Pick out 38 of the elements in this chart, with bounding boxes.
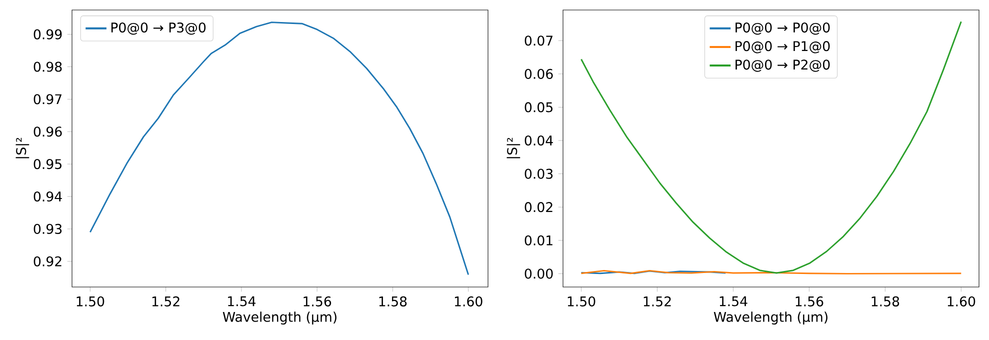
x-tick-label: 1.52 <box>152 296 180 306</box>
y-tick-label: 0.01 <box>524 235 552 246</box>
legend-label: P0@0 → P1@0 <box>736 41 830 54</box>
y-axis-title: |S|² <box>506 138 520 158</box>
legend-label: P0@0 → P0@0 <box>736 22 830 35</box>
y-tick-label: 0.00 <box>524 268 553 279</box>
x-tick-label: 1.54 <box>228 296 256 306</box>
legend-label: P0@0 → P2@0 <box>736 60 830 72</box>
y-tick-label: 0.06 <box>524 68 553 79</box>
x-tick-label: 1.58 <box>379 296 407 306</box>
y-tick-label: 0.99 <box>34 29 62 40</box>
y-axis-title: |S|² <box>16 138 30 158</box>
y-tick-label: 0.03 <box>524 168 553 179</box>
x-tick-label: 1.50 <box>568 296 596 306</box>
y-tick-label: 0.92 <box>34 256 62 266</box>
x-tick-label: 1.52 <box>644 296 671 306</box>
y-tick-label: 0.98 <box>34 62 62 72</box>
y-tick-label: 0.05 <box>524 102 552 112</box>
x-axis-title: Wavelength (µm) <box>222 312 336 325</box>
x-tick-label: 1.56 <box>304 296 332 306</box>
y-tick-label: 0.07 <box>524 36 552 46</box>
y-tick-label: 0.04 <box>524 135 553 146</box>
line-series <box>89 22 470 276</box>
y-tick-label: 0.93 <box>34 224 62 234</box>
x-tick-label: 1.60 <box>454 296 482 306</box>
legend-label: P0@0 → P3@0 <box>111 22 206 35</box>
line-series <box>580 20 962 274</box>
y-tick-label: 0.95 <box>34 159 62 170</box>
y-tick-label: 0.97 <box>34 94 62 104</box>
y-tick-label: 0.02 <box>524 202 552 212</box>
x-tick-label: 1.58 <box>872 296 900 306</box>
y-tick-label: 0.96 <box>34 126 62 137</box>
x-tick-label: 1.60 <box>948 296 976 306</box>
x-tick-label: 1.54 <box>720 296 748 306</box>
x-tick-label: 1.56 <box>796 296 824 306</box>
x-axis-title: Wavelength (µm) <box>714 312 828 325</box>
x-tick-label: 1.50 <box>76 296 104 306</box>
y-tick-label: 0.94 <box>34 191 62 202</box>
